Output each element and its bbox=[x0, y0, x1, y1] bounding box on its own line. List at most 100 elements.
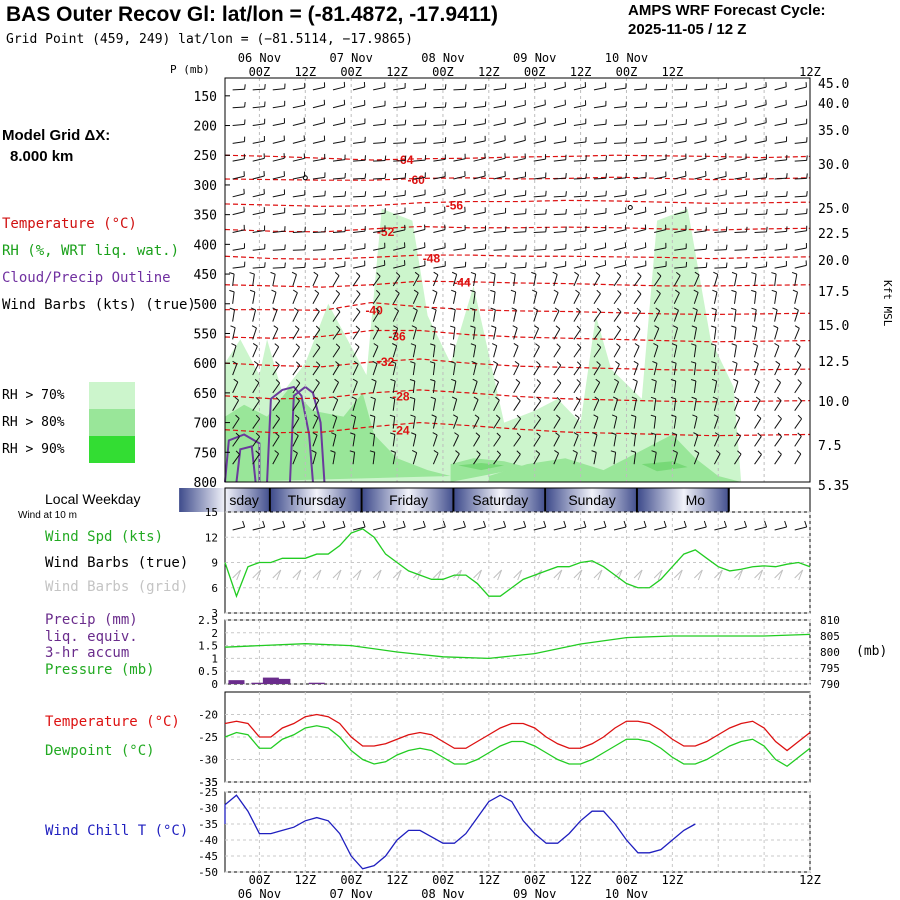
wind-barb-true bbox=[633, 526, 647, 531]
wind-barb bbox=[674, 175, 687, 180]
wind-barb bbox=[412, 327, 417, 340]
wind-barb bbox=[412, 398, 416, 411]
wind-barb bbox=[774, 86, 787, 91]
wind-barb-true-feather bbox=[804, 520, 808, 528]
wind-barb-feather bbox=[693, 289, 699, 293]
wind-barb-feather bbox=[632, 378, 638, 382]
wind-barb bbox=[392, 452, 396, 465]
wind-barb bbox=[733, 363, 738, 376]
wind-barb-true-feather bbox=[744, 520, 747, 528]
bottom-date-label: 08 Nov bbox=[421, 887, 464, 900]
wind-barb bbox=[593, 247, 606, 251]
wind-barb bbox=[372, 416, 376, 429]
wind-barb bbox=[553, 177, 566, 180]
wind-barb bbox=[393, 246, 405, 251]
wind-barb bbox=[473, 123, 486, 127]
wind-barb-feather bbox=[255, 432, 261, 437]
wind-barb bbox=[613, 177, 627, 180]
wind-barb-feather bbox=[414, 271, 420, 276]
wind-barb bbox=[533, 176, 546, 180]
wind-barb bbox=[453, 435, 459, 447]
wind-barb bbox=[613, 275, 622, 287]
wind-barb bbox=[673, 345, 678, 358]
wind-barb bbox=[693, 416, 698, 429]
wind-barb-feather bbox=[429, 361, 435, 364]
wind-barb-feather bbox=[454, 432, 459, 436]
wind-barb-true bbox=[352, 526, 366, 531]
wind-barb bbox=[412, 345, 417, 358]
calm-wind-marker bbox=[627, 205, 633, 211]
wind-barb bbox=[573, 417, 580, 429]
wind-barb-feather bbox=[797, 432, 802, 437]
wind-barb-grid-feather bbox=[436, 569, 442, 581]
wind-barb-true bbox=[473, 526, 486, 531]
wind-barb bbox=[232, 211, 245, 216]
wind-barb-feather bbox=[536, 361, 541, 366]
wind-barb bbox=[493, 87, 506, 91]
top-date-label: 07 Nov bbox=[329, 51, 372, 65]
pressure-tick-label: 450 bbox=[194, 268, 217, 283]
wind-barb bbox=[533, 274, 537, 287]
wind-barb-feather bbox=[390, 378, 396, 382]
wind-barb-feather bbox=[671, 361, 677, 364]
wind-barb bbox=[432, 416, 437, 429]
wind-barb bbox=[393, 124, 406, 127]
wind-barb bbox=[453, 106, 466, 109]
bottom-time-tick: 12Z bbox=[799, 873, 821, 887]
wind-barb-feather bbox=[413, 289, 419, 294]
wind-barb bbox=[493, 175, 506, 180]
wind-barb bbox=[774, 141, 787, 144]
wind-barb-feather bbox=[616, 325, 622, 330]
weekday-label: sday bbox=[229, 492, 259, 508]
wind-barb bbox=[713, 327, 717, 340]
wind-barb-feather bbox=[330, 450, 336, 453]
wind-barb bbox=[553, 195, 566, 198]
wind-barb bbox=[694, 157, 707, 162]
wind-barb bbox=[533, 86, 546, 91]
wind-barb bbox=[654, 106, 667, 109]
wind-barb-feather bbox=[576, 307, 581, 312]
wind-barb-feather bbox=[692, 307, 698, 311]
wind-barb-feather bbox=[630, 432, 636, 435]
wind-barb bbox=[452, 274, 458, 287]
wind-barb-true bbox=[232, 526, 245, 531]
wind-barb-feather bbox=[753, 360, 759, 365]
wind-barb-feather bbox=[291, 271, 297, 275]
wind-barb-true bbox=[734, 526, 747, 531]
wind-barb-feather bbox=[284, 244, 286, 250]
wind-barb bbox=[473, 266, 486, 269]
wind-barb bbox=[653, 452, 657, 465]
wind-barb bbox=[694, 266, 707, 269]
wind-barb bbox=[432, 452, 439, 465]
wind-barb bbox=[352, 346, 360, 358]
wind-barb-feather bbox=[332, 414, 337, 418]
wind-barb-feather bbox=[525, 262, 527, 268]
wind-barb-true bbox=[553, 526, 566, 531]
wind-barb bbox=[452, 309, 456, 322]
wind-barb-feather bbox=[786, 191, 788, 197]
wind-barb-feather bbox=[249, 289, 256, 293]
wind-barb bbox=[714, 157, 727, 162]
wind-barb bbox=[453, 88, 466, 91]
wind-barb-grid bbox=[513, 569, 523, 579]
cross-section-frame bbox=[224, 77, 811, 483]
wind-barb bbox=[473, 157, 486, 162]
wind-barb bbox=[252, 291, 256, 304]
wind-barb-true-feather bbox=[483, 520, 487, 528]
wind-barb-grid-feather bbox=[376, 569, 382, 581]
wind-barb bbox=[533, 382, 541, 394]
wind-barb bbox=[413, 229, 426, 233]
wind-barb-true-feather bbox=[422, 520, 426, 528]
wind-barb-feather bbox=[473, 396, 479, 401]
wind-barb-true-feather bbox=[523, 520, 527, 528]
wind-barb-feather bbox=[275, 397, 281, 402]
wind-barb bbox=[513, 122, 526, 127]
wind-barb-feather bbox=[630, 414, 637, 418]
wind-barb-feather bbox=[404, 119, 407, 125]
wind-barb-feather bbox=[516, 450, 521, 455]
wind-barb-true-feather bbox=[462, 520, 466, 528]
wind-barb-feather bbox=[650, 432, 656, 435]
wind-barb bbox=[433, 106, 446, 109]
local-weekday-label: Local Weekday bbox=[45, 491, 141, 507]
cloud-outline bbox=[266, 385, 314, 483]
